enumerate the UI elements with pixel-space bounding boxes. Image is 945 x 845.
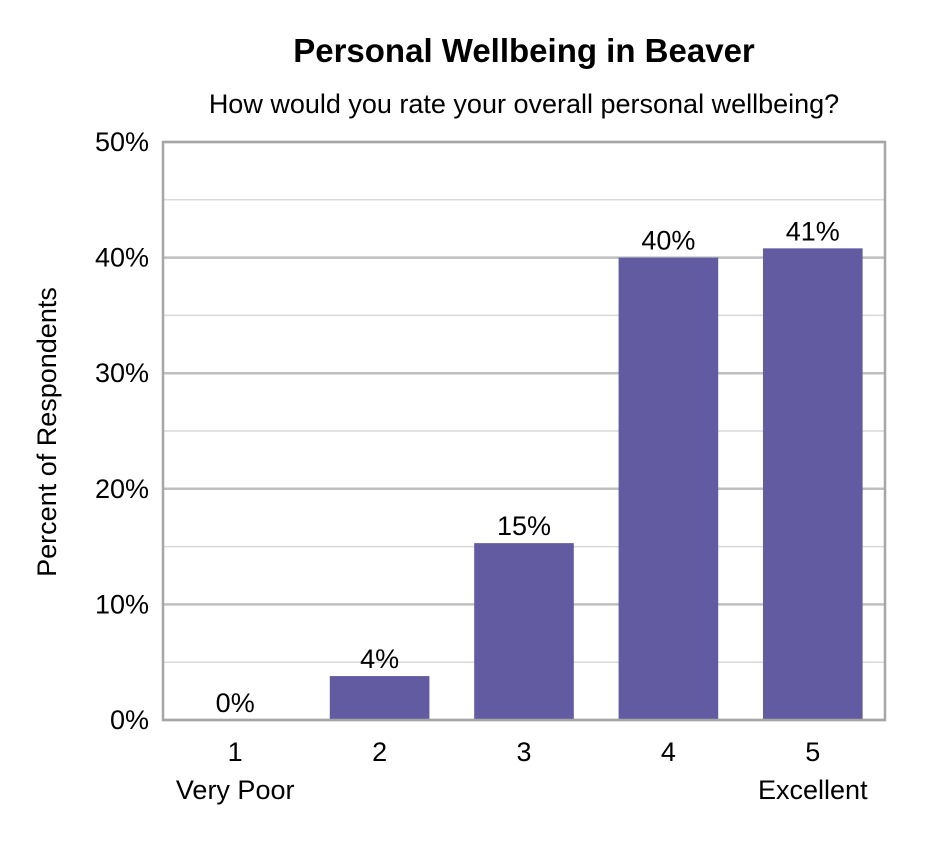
plot-area-border xyxy=(161,140,887,722)
data-label: 4% xyxy=(360,644,399,674)
x-tick-sublabel: Very Poor xyxy=(176,775,295,805)
x-tick-sublabel: Excellent xyxy=(758,775,868,805)
data-label: 15% xyxy=(497,511,551,541)
x-tick-label: 4 xyxy=(661,737,676,767)
y-tick-label: 10% xyxy=(95,589,149,619)
y-tick-label: 40% xyxy=(95,243,149,273)
x-tick-label: 3 xyxy=(516,737,531,767)
data-label: 41% xyxy=(786,216,840,246)
bar xyxy=(474,543,574,720)
bar xyxy=(762,248,863,721)
x-tick-label: 5 xyxy=(805,737,820,767)
y-tick-label: 0% xyxy=(110,705,149,735)
bars xyxy=(329,248,863,721)
bar xyxy=(618,257,719,720)
x-tick-label: 2 xyxy=(372,737,387,767)
y-tick-label: 30% xyxy=(95,358,149,388)
data-label: 0% xyxy=(216,688,255,718)
x-tick-label: 1 xyxy=(228,737,243,767)
bar xyxy=(329,676,430,720)
y-tick-label: 20% xyxy=(95,474,149,504)
y-tick-label: 50% xyxy=(95,127,149,157)
y-axis-label: Percent of Respondents xyxy=(32,287,62,577)
data-label: 40% xyxy=(641,226,695,256)
labels: 0% 10% 20% 30% 40% 50% 0% 1 Very Poor 4% 2 15% 3 40% 4… xyxy=(95,127,868,805)
chart-subtitle: How would you rate your overall personal… xyxy=(209,89,839,119)
chart-title: Personal Wellbeing in Beaver xyxy=(293,32,755,69)
